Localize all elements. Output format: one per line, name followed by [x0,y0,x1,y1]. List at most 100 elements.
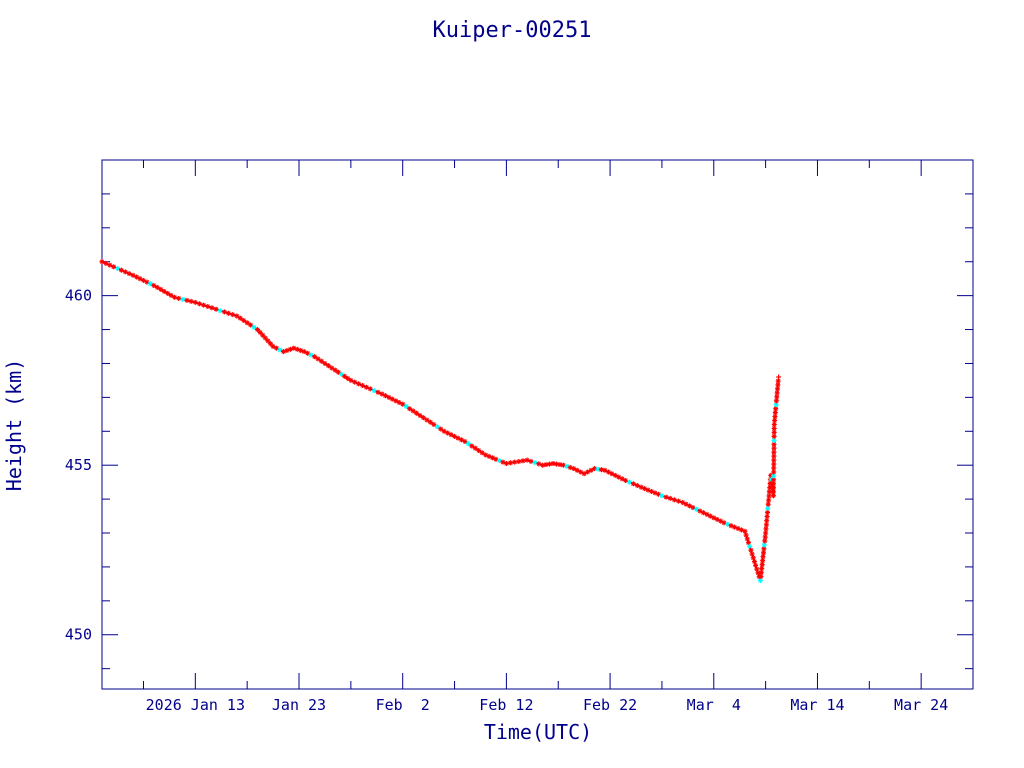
data-point [180,296,186,302]
data-point [659,493,665,499]
data-point [528,458,534,464]
data-point [427,419,433,425]
data-point [312,354,318,360]
data-point [329,365,335,371]
data-point [524,457,530,463]
data-point [508,460,513,466]
data-point [248,322,254,328]
data-point [234,313,240,319]
data-point [479,450,485,456]
data-point [540,462,546,468]
data-point [765,505,771,511]
x-tick-label: Feb 2 [376,696,430,714]
data-point [592,466,597,472]
data-point [417,413,423,418]
series-line [101,261,780,581]
data-point [221,309,227,315]
data-point [764,518,770,524]
data-point [213,306,219,312]
data-point [319,358,324,364]
data-point [118,267,124,273]
x-tick-label: Mar 24 [894,696,948,714]
data-point [532,460,538,466]
data-point [339,371,344,377]
data-point [103,260,109,266]
data-point [158,286,164,292]
data-point [663,494,669,500]
data-point [371,388,377,394]
data-point [420,415,426,421]
data-point [742,528,748,534]
data-point [766,493,772,499]
data-point [465,441,471,447]
data-point [348,377,354,383]
data-point [462,439,468,444]
data-point [111,264,117,270]
data-point [516,459,522,464]
data-point [676,498,681,504]
data-point [630,481,636,487]
data-point [188,298,194,304]
data-point [201,302,207,308]
data-point [325,363,331,369]
data-point [165,290,171,296]
data-point [667,495,673,501]
data-point [758,570,764,576]
data-point [176,295,182,301]
data-point [356,381,362,387]
data-point [197,301,202,307]
data-point [671,497,677,503]
data-point [363,384,369,390]
data-point [585,469,591,475]
data-point [761,546,767,552]
data-point [469,443,475,449]
data-point [766,497,772,503]
data-point [747,543,753,549]
data-point [761,542,767,548]
data-point [438,426,444,432]
data-point [352,379,358,385]
data-point [634,483,640,488]
data-point [774,390,780,396]
data-point [476,448,482,453]
data-point [335,369,341,375]
y-tick-label: 460 [65,287,92,305]
data-point [764,514,770,519]
data-point [775,386,780,392]
data-point [753,562,759,568]
data-point [754,566,760,572]
data-point [757,578,763,583]
data-point [520,458,526,464]
data-point [360,383,365,388]
data-point [536,461,542,467]
x-axis-label: Time(UTC) [484,720,592,744]
x-tick-label: Mar 4 [687,696,741,714]
data-point [771,426,777,431]
data-point [122,269,128,275]
data-point [115,266,121,271]
data-point [744,536,750,542]
data-point [455,435,461,441]
data-point [168,292,174,298]
data-point [434,424,440,430]
data-point [241,318,247,323]
data-point [226,310,231,316]
x-tick-label: Feb 22 [583,696,637,714]
y-tick-label: 455 [65,456,92,474]
data-point [403,403,409,409]
data-point [578,469,584,475]
data-point [251,324,257,330]
data-point [750,555,756,561]
data-point [749,551,755,557]
data-point [217,308,223,314]
data-point [126,271,132,277]
data-point [746,540,751,546]
data-point [410,408,416,414]
data-point [172,294,178,300]
data-point [400,401,406,407]
data-point [257,329,263,335]
y-tick-labels: 450 455 460 [65,287,92,644]
chart-title: Kuiper-00251 [433,18,592,43]
data-point [322,361,328,366]
